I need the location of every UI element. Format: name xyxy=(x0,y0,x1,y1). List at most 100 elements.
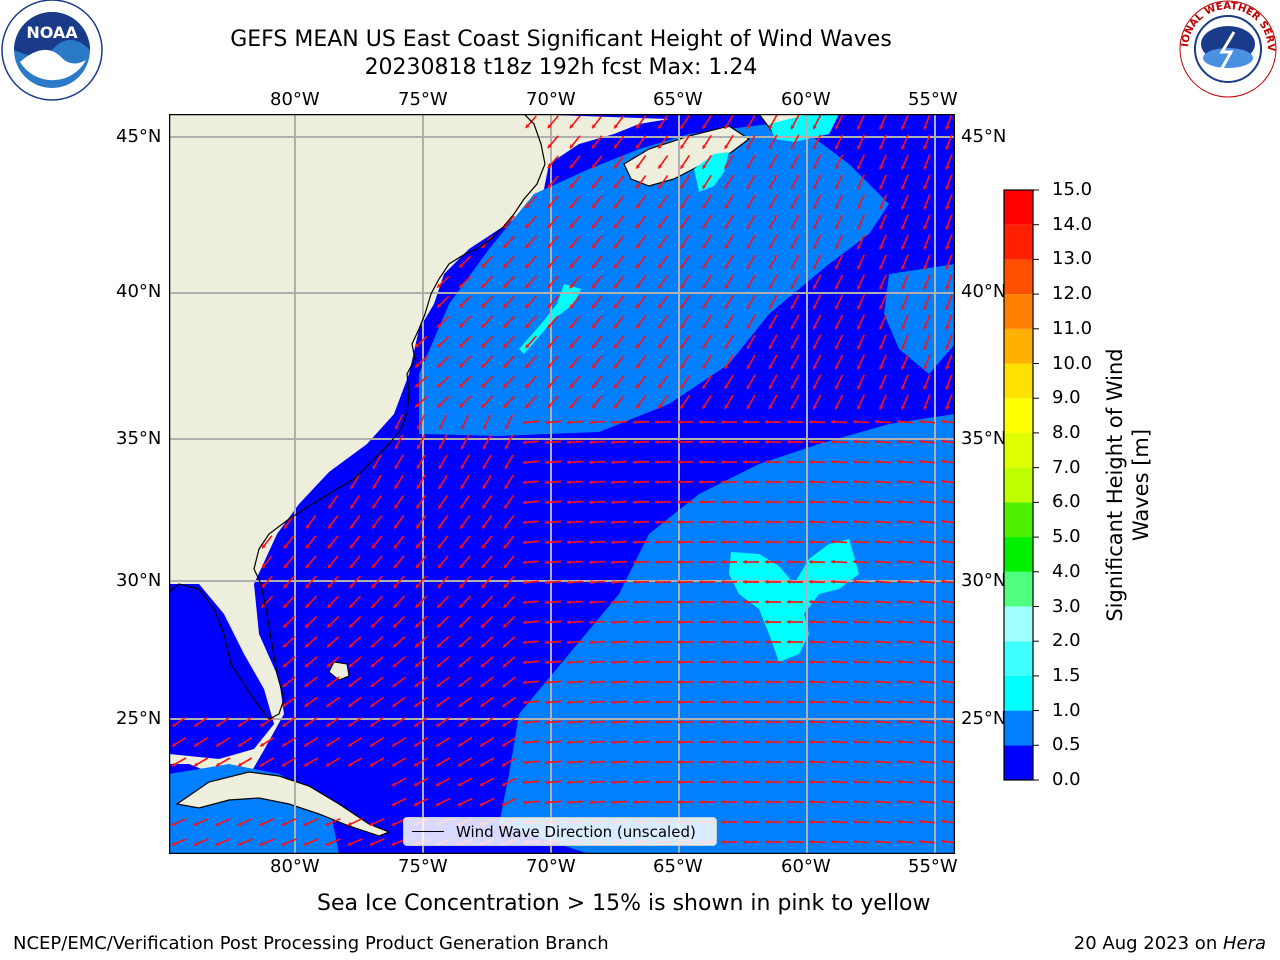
wave-direction-arrowhead xyxy=(897,699,901,704)
wave-direction-arrowhead xyxy=(501,802,506,806)
wave-direction-arrowhead xyxy=(743,739,747,745)
map-title: GEFS MEAN US East Coast Significant Heig… xyxy=(230,27,892,52)
wave-direction-arrowhead xyxy=(547,244,552,249)
wave-direction-arrowhead xyxy=(923,165,928,170)
wave-direction-arrowhead xyxy=(853,719,857,724)
wave-direction-arrowhead xyxy=(655,740,659,745)
wind-wave-direction-arrows xyxy=(171,114,955,846)
wave-direction-arrowhead xyxy=(813,285,817,290)
wave-direction-arrowhead xyxy=(875,679,879,684)
wave-direction-arrowhead xyxy=(283,584,288,588)
wave-direction-arrowhead xyxy=(879,285,884,290)
wave-direction-arrowhead xyxy=(305,584,310,588)
colorbar-swatch xyxy=(1004,432,1033,468)
wave-direction-arrowhead xyxy=(743,579,747,585)
wave-direction-arrowhead xyxy=(724,364,729,369)
wave-direction-arrowhead xyxy=(835,145,839,150)
wave-direction-arrowhead xyxy=(371,623,376,628)
wave-direction-arrowhead xyxy=(853,599,857,604)
wave-direction-arrowhead xyxy=(437,383,442,388)
wave-direction-arrowhead xyxy=(326,663,331,668)
wave-direction-arrowhead xyxy=(765,679,769,685)
wave-direction-arrowhead xyxy=(437,363,442,368)
wave-direction-arrowhead xyxy=(523,800,527,805)
wave-direction-arrowhead xyxy=(813,165,817,170)
wave-direction-arrowhead xyxy=(655,420,659,425)
wave-direction-arrowhead xyxy=(897,559,901,564)
wave-direction-arrowhead xyxy=(831,559,835,564)
wave-direction-arrowhead xyxy=(746,204,751,209)
wave-direction-arrowhead xyxy=(831,739,835,744)
wave-direction-arrowhead xyxy=(857,145,861,150)
wave-direction-arrowhead xyxy=(481,564,486,569)
wave-direction-arrowhead xyxy=(547,264,552,269)
wave-direction-arrowhead xyxy=(348,722,353,727)
wave-direction-arrowhead xyxy=(394,524,398,529)
wave-direction-arrowhead xyxy=(325,841,330,846)
wave-direction-arrowhead xyxy=(809,819,813,824)
wave-direction-arrowhead xyxy=(438,464,443,469)
wave-direction-arrowhead xyxy=(503,283,508,288)
wave-direction-arrowhead xyxy=(413,782,418,787)
wave-direction-arrowhead xyxy=(370,762,375,767)
wave-direction-arrowhead xyxy=(677,639,681,645)
wave-direction-arrowhead xyxy=(879,405,884,410)
colorbar-swatch xyxy=(1004,710,1033,746)
wave-direction-arrowhead xyxy=(677,459,681,465)
wave-direction-arrowhead xyxy=(743,619,747,625)
wave-direction-arrowhead xyxy=(325,821,330,826)
wave-direction-arrowhead xyxy=(633,580,637,585)
wave-direction-arrowhead xyxy=(394,464,399,469)
wave-direction-arrowhead xyxy=(349,584,354,588)
wave-direction-arrowhead xyxy=(919,679,923,684)
wave-direction-arrowhead xyxy=(831,519,835,524)
wave-direction-arrowhead xyxy=(787,459,791,464)
wave-direction-arrowhead xyxy=(326,742,331,747)
wave-direction-arrowhead xyxy=(567,540,571,545)
wave-direction-arrowhead xyxy=(835,305,839,310)
wave-direction-arrowhead xyxy=(503,303,508,308)
wave-direction-arrowhead xyxy=(589,640,593,645)
wave-direction-arrowhead xyxy=(304,663,309,668)
wave-direction-arrowhead xyxy=(592,164,596,169)
wave-direction-arrowhead xyxy=(392,663,397,668)
wave-direction-arrowhead xyxy=(746,224,751,229)
wave-direction-arrowhead xyxy=(414,663,419,668)
wave-direction-arrowhead xyxy=(545,680,549,685)
wave-direction-arrowhead xyxy=(853,839,857,844)
wave-direction-arrowhead xyxy=(941,479,945,484)
machine-name: Hera xyxy=(1222,933,1266,954)
wave-direction-arrowhead xyxy=(326,762,331,767)
wave-direction-arrowhead xyxy=(567,720,571,725)
wave-direction-arrowhead xyxy=(589,600,593,605)
wave-direction-arrowhead xyxy=(525,324,530,328)
wave-direction-arrowhead xyxy=(677,719,681,725)
wave-direction-arrowhead xyxy=(879,225,884,230)
wave-direction-arrowhead xyxy=(636,324,640,329)
lat-tick-left: 45°N xyxy=(116,126,162,147)
wave-direction-arrowhead xyxy=(809,459,813,464)
wave-direction-arrowhead xyxy=(655,620,659,625)
wave-direction-arrowhead xyxy=(589,520,593,525)
colorbar-swatch xyxy=(1004,675,1033,711)
wave-direction-arrowhead xyxy=(809,559,813,564)
wave-direction-arrowhead xyxy=(481,603,486,608)
wave-direction-arrowhead xyxy=(347,841,352,846)
wave-direction-arrowhead xyxy=(395,425,399,430)
colorbar-swatch xyxy=(1004,398,1033,433)
wave-direction-arrowhead xyxy=(547,404,552,409)
wave-direction-arrowhead xyxy=(304,722,309,727)
wave-direction-arrowhead xyxy=(813,245,817,250)
wave-direction-arrowhead xyxy=(743,539,747,545)
wave-direction-arrowhead xyxy=(787,819,791,824)
wave-direction-arrowhead xyxy=(569,144,574,149)
wave-direction-arrowhead xyxy=(216,722,221,727)
wave-direction-arrowhead xyxy=(790,365,795,370)
wave-direction-arrowhead xyxy=(768,385,773,389)
wave-direction-arrowhead xyxy=(547,144,552,149)
wave-direction-arrowhead xyxy=(569,264,574,269)
wave-direction-arrowhead xyxy=(809,419,813,424)
wave-direction-arrowhead xyxy=(879,325,884,330)
wave-direction-arrowhead xyxy=(415,643,419,648)
gulf-of-mexico xyxy=(169,584,274,759)
